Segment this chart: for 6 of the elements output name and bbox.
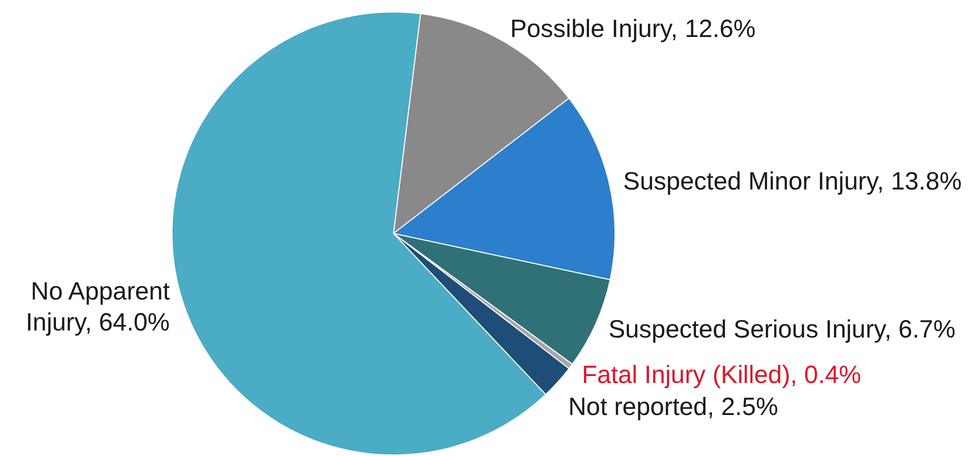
- slice-label: Possible Injury, 12.6%: [510, 14, 756, 43]
- slice-label: Fatal Injury (Killed), 0.4%: [582, 360, 862, 389]
- slice-label: Suspected Minor Injury, 13.8%: [623, 167, 962, 196]
- slice-label: Not reported, 2.5%: [568, 392, 778, 421]
- slice-label: Suspected Serious Injury, 6.7%: [608, 316, 956, 344]
- slice-label: No Apparent Injury, 64.0%: [26, 277, 170, 337]
